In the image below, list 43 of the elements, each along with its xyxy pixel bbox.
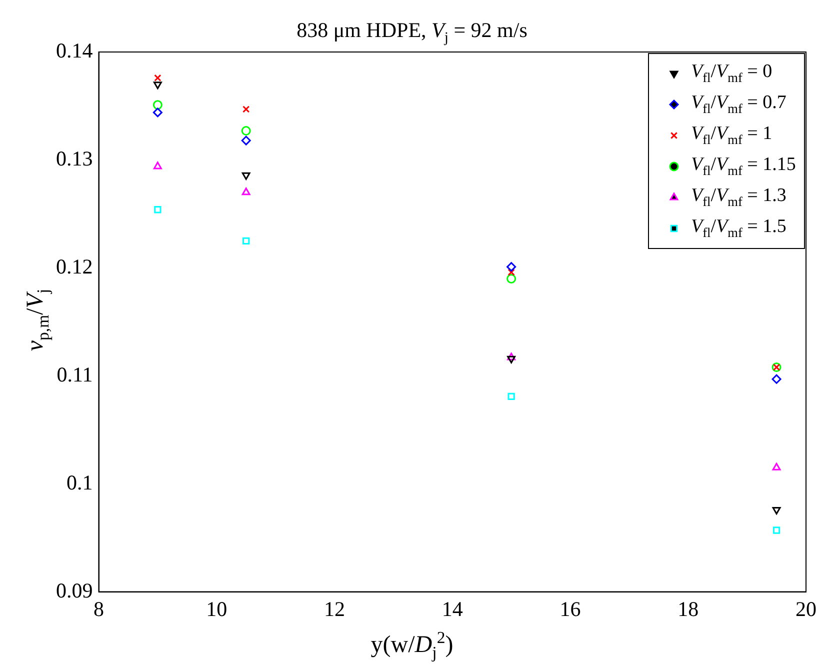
y-tick-label: 0.13 [56,146,93,170]
point [772,462,781,470]
point [772,374,782,384]
y-tick-label: 0.09 [56,578,93,602]
point [242,237,250,245]
point [241,136,251,146]
legend-label: V$_{fl}$/V$_{mf}$ = 1.3 [691,185,786,210]
x-tick-label: 20 [796,596,816,621]
point [242,172,250,180]
legend-label: V$_{fl}$/V$_{mf}$ = 1.15 [691,154,796,179]
x-tick-label: 8 [94,596,104,621]
point [241,126,251,136]
point [508,392,515,400]
point [152,108,162,118]
point [152,100,162,110]
point [153,162,162,170]
point [507,356,516,364]
point [772,507,781,514]
x-tick-label: 16 [560,596,581,621]
point [772,526,780,534]
point [154,206,162,214]
x-tick-label: 14 [442,596,464,621]
x-tick-label: 18 [678,596,699,621]
chart-title: 838 μm HDPE, V$_{j}$ = 92 m/s [296,18,528,46]
point [508,268,515,276]
point [242,188,250,196]
x-axis-title: y(w/D$_{j}$$^{2}$) [370,628,454,663]
legend-label: V$_{fl}$/V$_{mf}$ = 0 [691,61,772,86]
y-tick-label: 0.14 [56,38,94,63]
x-tick-label: 10 [206,596,228,621]
point [506,274,516,284]
point [507,352,516,360]
y-tick-label: 0.11 [56,362,93,386]
point [506,262,516,272]
legend-label: V$_{fl}$/V$_{mf}$ = 1 [691,123,772,148]
y-tick-label: 0.1 [66,470,93,494]
legend-label: V$_{fl}$/V$_{mf}$ = 1.5 [691,216,786,241]
point [154,74,162,82]
legend-label: V$_{fl}$/V$_{mf}$ = 0.7 [691,92,786,117]
point [242,106,250,113]
y-tick-label: 0.12 [56,254,93,278]
x-tick-label: 12 [324,596,345,621]
point [153,82,162,90]
